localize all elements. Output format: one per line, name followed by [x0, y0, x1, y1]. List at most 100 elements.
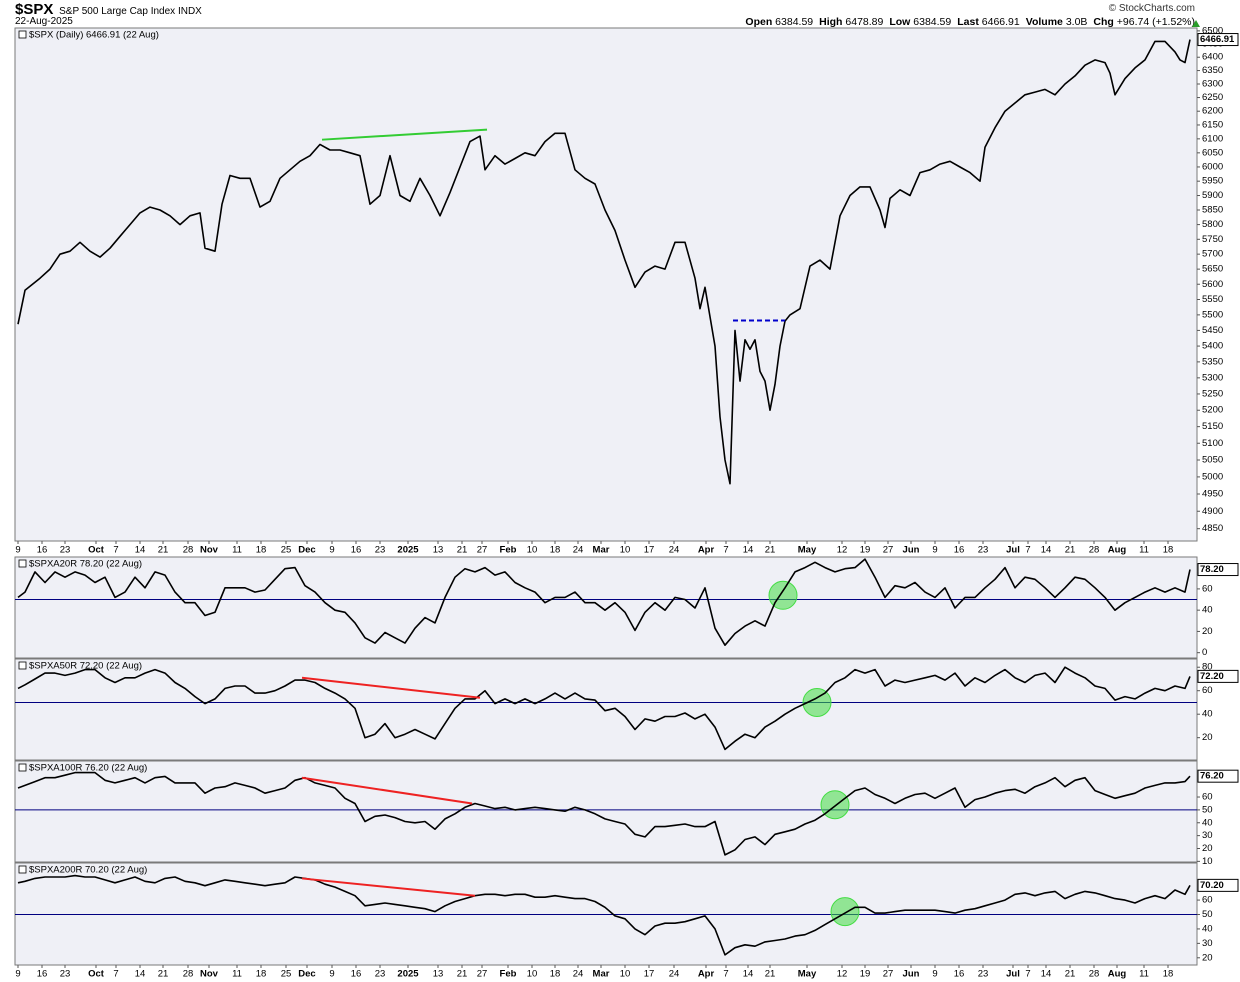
x-tick-label: 18	[550, 545, 561, 556]
plot-layer	[17, 39, 1191, 485]
plot-area	[14, 862, 1198, 966]
plot-area	[14, 658, 1198, 761]
x-tick-label: Jul	[1006, 969, 1020, 980]
y-tick-label: 5150	[1202, 421, 1223, 432]
highlight-circle	[802, 687, 832, 717]
y-tick-label: 6050	[1202, 147, 1223, 158]
legend: $SPXA20R 78.20 (22 Aug)	[29, 559, 142, 570]
x-tick-label: 18	[550, 969, 561, 980]
x-tick-label: 21	[457, 969, 468, 980]
trend-line	[301, 877, 476, 897]
y-tick-label: 40	[1202, 605, 1213, 616]
x-tick-label: Feb	[500, 545, 517, 556]
x-tick-label: 18	[256, 545, 267, 556]
x-tick-label: 2025	[397, 969, 419, 980]
y-tick-label: 6200	[1202, 106, 1223, 117]
last-value-box	[1197, 769, 1239, 783]
y-tick-label: 5650	[1202, 264, 1223, 275]
y-tick-label: 5450	[1202, 325, 1223, 336]
quote-value: 6466.91	[981, 16, 1020, 28]
x-tick-label: 21	[1065, 545, 1076, 556]
y-tick-label: 5350	[1202, 356, 1223, 367]
x-tick-label: 16	[351, 969, 362, 980]
legend-icon	[18, 30, 27, 39]
highlight-circle	[830, 897, 860, 927]
y-tick-label: 5400	[1202, 341, 1223, 352]
x-tick-label: 25	[281, 969, 292, 980]
legend-icon	[18, 763, 27, 772]
quote-label: Open	[745, 16, 773, 28]
x-tick-label: 2025	[397, 545, 419, 556]
y-tick-label: 20	[1202, 952, 1213, 963]
plot-area	[14, 760, 1198, 863]
y-tick-label: 40	[1202, 923, 1213, 934]
plot-area	[14, 27, 1198, 542]
last-value: 6466.91	[1200, 34, 1235, 45]
x-tick-label: 14	[743, 545, 754, 556]
x-tick-label: 9	[329, 545, 334, 556]
x-tick-label: 16	[954, 545, 965, 556]
x-tick-label: 7	[723, 545, 728, 556]
trend-line	[301, 776, 473, 805]
y-tick-label: 5550	[1202, 294, 1223, 305]
x-tick-label: 23	[375, 545, 386, 556]
legend: $SPXA200R 70.20 (22 Aug)	[29, 865, 147, 876]
x-tick-label: 14	[1041, 545, 1052, 556]
y-tick-label: 10	[1202, 856, 1213, 867]
last-value-box	[1197, 878, 1239, 892]
x-tick-label: 16	[351, 545, 362, 556]
x-tick-label: May	[798, 969, 817, 980]
quote-value: 6478.89	[845, 16, 884, 28]
y-tick-label: 40	[1202, 817, 1213, 828]
legend: $SPX (Daily) 6466.91 (22 Aug)	[29, 30, 159, 41]
y-tick-label: 5950	[1202, 176, 1223, 187]
x-tick-label: 7	[1025, 969, 1030, 980]
x-tick-label: 19	[860, 969, 871, 980]
x-tick-label: 13	[433, 969, 444, 980]
legend-icon	[18, 661, 27, 670]
trend-line	[301, 676, 481, 699]
trend-line	[321, 128, 488, 141]
x-tick-label: 23	[978, 545, 989, 556]
quote-value: +96.74 (+1.52%)	[1116, 16, 1195, 28]
x-tick-label: 11	[1139, 969, 1149, 980]
x-tick-label: 24	[669, 969, 680, 980]
y-tick-label: 6250	[1202, 92, 1223, 103]
x-tick-label: 18	[1163, 969, 1174, 980]
x-tick-label: 24	[669, 545, 680, 556]
x-tick-label: 7	[113, 545, 118, 556]
x-tick-label: 13	[433, 545, 444, 556]
plot-layer	[15, 874, 1197, 956]
x-tick-label: 21	[158, 969, 169, 980]
x-tick-label: 9	[932, 545, 937, 556]
x-tick-label: 7	[1025, 545, 1030, 556]
legend-icon	[18, 865, 27, 874]
x-tick-label: 12	[837, 545, 848, 556]
x-tick-label: 28	[183, 545, 194, 556]
x-tick-label: Mar	[593, 545, 610, 556]
x-tick-label: 7	[113, 969, 118, 980]
plot-layer	[15, 666, 1197, 751]
y-tick-label: 6150	[1202, 119, 1223, 130]
x-tick-label: 21	[765, 545, 776, 556]
x-tick-label: Oct	[88, 545, 105, 556]
x-tick-label: Dec	[298, 545, 315, 556]
x-tick-label: 14	[743, 969, 754, 980]
x-tick-label: 18	[256, 969, 267, 980]
x-tick-label: Mar	[593, 969, 610, 980]
y-tick-label: 0	[1202, 647, 1207, 658]
x-tick-label: 9	[15, 545, 20, 556]
quote-label: Low	[889, 16, 911, 28]
x-tick-label: 21	[457, 545, 468, 556]
y-tick-label: 5700	[1202, 249, 1223, 260]
x-tick-label: 16	[37, 545, 48, 556]
x-tick-label: 27	[883, 545, 894, 556]
x-tick-label: 21	[158, 545, 169, 556]
y-tick-label: 30	[1202, 830, 1213, 841]
last-value-box	[1197, 563, 1239, 577]
x-tick-label: 12	[837, 969, 848, 980]
y-tick-label: 5300	[1202, 372, 1223, 383]
x-tick-label: 23	[60, 545, 71, 556]
x-tick-label: 23	[375, 969, 386, 980]
